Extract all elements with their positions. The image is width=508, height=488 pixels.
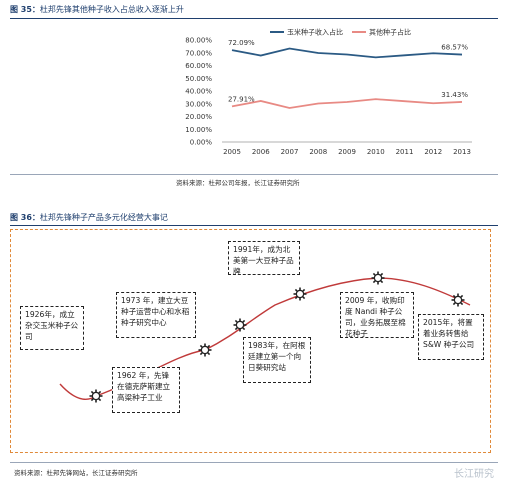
x-tick-label: 2007: [281, 148, 299, 156]
y-tick-label: 50.00%: [185, 75, 212, 83]
y-tick-label: 0.00%: [190, 139, 213, 147]
figure35-source: 资料来源：杜邦公司年报，长江证券研究所: [176, 179, 300, 187]
event-1973: 1973 年，建立大豆种子运营中心和水稻种子研究中心: [116, 292, 196, 338]
event-1983: 1983年，在阿根廷建立第一个向日葵研究站: [243, 337, 311, 383]
figure35-number: 图 35：: [10, 5, 40, 14]
gear-hub: [91, 391, 101, 401]
gear-icon: [198, 343, 212, 357]
data-label-first: 27.91%: [228, 95, 255, 103]
y-tick-label: 70.00%: [185, 49, 212, 57]
event-2009: 2009 年，收购印度 Nandi 种子公司，业务拓展至棉花种子: [340, 292, 414, 338]
figure35-bottom-rule: [10, 174, 498, 175]
y-tick-label: 80.00%: [185, 37, 212, 45]
y-tick-label: 30.00%: [185, 100, 212, 108]
x-tick-label: 2005: [223, 148, 241, 156]
figure35-title: 图 35：杜邦先锋其他种子收入占总收入逐渐上升: [10, 4, 184, 15]
data-label-first: 72.09%: [228, 39, 255, 47]
x-tick-label: 2011: [396, 148, 414, 156]
figure36-title: 图 36：杜邦先锋种子产品多元化经营大事记: [10, 212, 168, 223]
gear-icon: [371, 271, 385, 285]
legend-label-1: 玉米种子收入占比: [287, 28, 343, 37]
event-1926: 1926年，成立杂交玉米种子公司: [20, 306, 84, 350]
event-1962: 1962 年，先锋在德克萨斯建立高粱种子工业: [112, 367, 180, 413]
figure35-title-rule: [10, 18, 498, 19]
gear-hub: [453, 295, 463, 305]
figure36-title-rule: [10, 225, 498, 226]
figure36-source: 资料来源：杜邦先锋网站，长江证券研究所: [14, 469, 138, 477]
gear-icon: [293, 287, 307, 301]
gear-hub: [295, 289, 305, 299]
gear-hub: [235, 320, 245, 330]
gear-hub: [373, 273, 383, 283]
y-tick-label: 20.00%: [185, 113, 212, 121]
series-line-1: [231, 47, 463, 59]
gear-icon: [89, 389, 103, 403]
data-label-last: 68.57%: [441, 44, 468, 52]
x-tick-label: 2008: [309, 148, 327, 156]
figure36-title-text: 杜邦先锋种子产品多元化经营大事记: [39, 213, 168, 222]
y-tick-label: 10.00%: [185, 126, 212, 134]
x-tick-label: 2006: [252, 148, 270, 156]
y-tick-label: 40.00%: [185, 88, 212, 96]
figure35-title-text: 杜邦先锋其他种子收入占总收入逐渐上升: [39, 5, 184, 14]
gear-icon: [233, 318, 247, 332]
x-tick-label: 2013: [453, 148, 471, 156]
event-2015: 2015年，将置着业务转售给S&W 种子公司: [418, 314, 484, 360]
figure35-line-chart: 0.00% 10.00% 20.00% 30.00% 40.00% 50.00% 60.00…: [185, 28, 472, 156]
event-1991: 1991年，成为北美第一大豆种子品牌: [228, 241, 300, 276]
gear-hub: [200, 345, 210, 355]
x-tick-label: 2010: [367, 148, 385, 156]
figure36-bottom-rule: [10, 462, 498, 463]
x-tick-label: 2012: [424, 148, 442, 156]
data-label-last: 31.43%: [441, 91, 468, 99]
timeline-frame: [10, 229, 491, 453]
y-tick-label: 60.00%: [185, 62, 212, 70]
x-tick-label: 2009: [338, 148, 356, 156]
figure36-number: 图 36：: [10, 213, 40, 222]
series-line-2: [231, 98, 463, 109]
legend-label-2: 其他种子占比: [369, 28, 411, 37]
gear-icon: [451, 293, 465, 307]
watermark: 长江研究: [454, 469, 494, 480]
